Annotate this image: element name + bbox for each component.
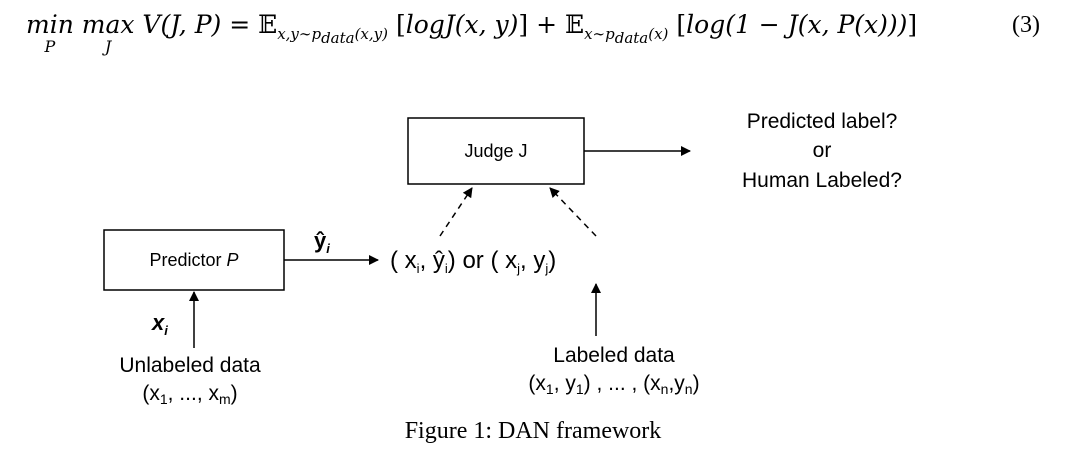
predictor-box [103, 229, 285, 291]
equation-row: min P max J V(J, P) = 𝔼x,y∼pdata(x,y) [log… [0, 0, 1066, 70]
output-line-3: Human Labeled? [742, 169, 902, 192]
equation-number: (3) [1012, 12, 1040, 38]
dan-framework-diagram: Judge J Predictor P Predicted label? or … [103, 110, 902, 407]
output-line-2: or [813, 139, 832, 162]
predictor-label-text: Predictor [149, 250, 221, 270]
judge-label: Judge J [464, 141, 527, 161]
predictor-label: Predictor P [149, 250, 238, 270]
judge-box [407, 117, 585, 185]
unlabeled-line-2: (x1, ..., xm) [142, 382, 237, 407]
unlabeled-line-1: Unlabeled data [119, 354, 261, 377]
pair-text: ( xi, ŷi) or ( xj, yj) [390, 247, 556, 276]
dashed-arrow-right [549, 187, 597, 237]
dashed-arrow-left [439, 187, 473, 237]
max-operator: max J [81, 10, 135, 56]
figure-caption: Figure 1: DAN framework [404, 418, 662, 444]
predictor-symbol: P [227, 250, 239, 270]
xi-label: xi [151, 310, 168, 338]
min-operator: min P [26, 10, 74, 56]
minimax-equation: min P max J V(J, P) = 𝔼x,y∼pdata(x,y) [log… [26, 10, 918, 56]
output-line-1: Predicted label? [747, 110, 898, 133]
yhat-label: ŷi [314, 228, 330, 256]
labeled-line-2: (x1, y1) , ... , (xn,yn) [528, 372, 699, 397]
labeled-line-1: Labeled data [553, 344, 675, 367]
